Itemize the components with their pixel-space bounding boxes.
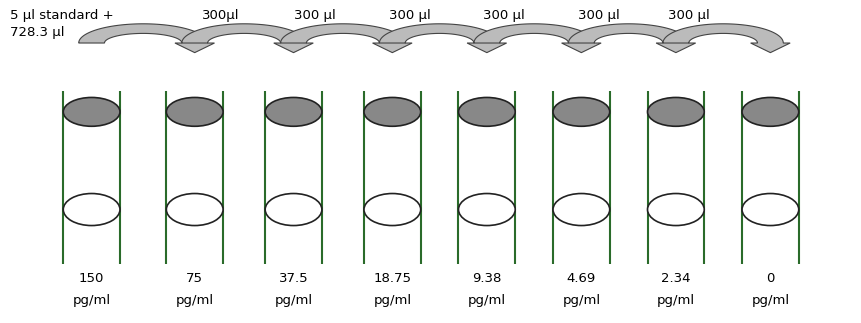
Ellipse shape [458, 193, 515, 225]
Ellipse shape [363, 193, 420, 225]
Polygon shape [474, 24, 600, 53]
Text: 150: 150 [79, 272, 104, 285]
Polygon shape [281, 24, 412, 53]
Text: pg/ml: pg/ml [751, 294, 789, 307]
Text: 300 μl: 300 μl [388, 9, 430, 22]
Text: pg/ml: pg/ml [561, 294, 600, 307]
Ellipse shape [741, 193, 798, 225]
Text: pg/ml: pg/ml [373, 294, 411, 307]
Text: 5 μl standard +
728.3 μl: 5 μl standard + 728.3 μl [10, 9, 114, 39]
Ellipse shape [265, 98, 321, 126]
Text: 75: 75 [186, 272, 203, 285]
Polygon shape [379, 24, 506, 53]
Text: 300 μl: 300 μl [667, 9, 709, 22]
Polygon shape [567, 24, 695, 53]
Polygon shape [182, 24, 313, 53]
Text: pg/ml: pg/ml [656, 294, 694, 307]
Ellipse shape [265, 193, 321, 225]
Text: 9.38: 9.38 [472, 272, 501, 285]
Polygon shape [662, 24, 790, 53]
Text: pg/ml: pg/ml [72, 294, 110, 307]
Text: 300μl: 300μl [201, 9, 239, 22]
Ellipse shape [458, 98, 515, 126]
Text: 37.5: 37.5 [278, 272, 308, 285]
Text: 300 μl: 300 μl [294, 9, 336, 22]
Text: 0: 0 [765, 272, 774, 285]
Text: pg/ml: pg/ml [274, 294, 313, 307]
Polygon shape [78, 24, 214, 53]
Ellipse shape [63, 98, 120, 126]
Text: 300 μl: 300 μl [483, 9, 524, 22]
Ellipse shape [63, 193, 120, 225]
Ellipse shape [647, 98, 703, 126]
Ellipse shape [166, 98, 223, 126]
Ellipse shape [647, 193, 703, 225]
Ellipse shape [741, 98, 798, 126]
Text: 18.75: 18.75 [373, 272, 411, 285]
Text: 2.34: 2.34 [660, 272, 690, 285]
Text: 4.69: 4.69 [566, 272, 595, 285]
Ellipse shape [553, 98, 609, 126]
Text: pg/ml: pg/ml [176, 294, 214, 307]
Text: 300 μl: 300 μl [577, 9, 619, 22]
Text: pg/ml: pg/ml [468, 294, 505, 307]
Ellipse shape [553, 193, 609, 225]
Ellipse shape [166, 193, 223, 225]
Ellipse shape [363, 98, 420, 126]
